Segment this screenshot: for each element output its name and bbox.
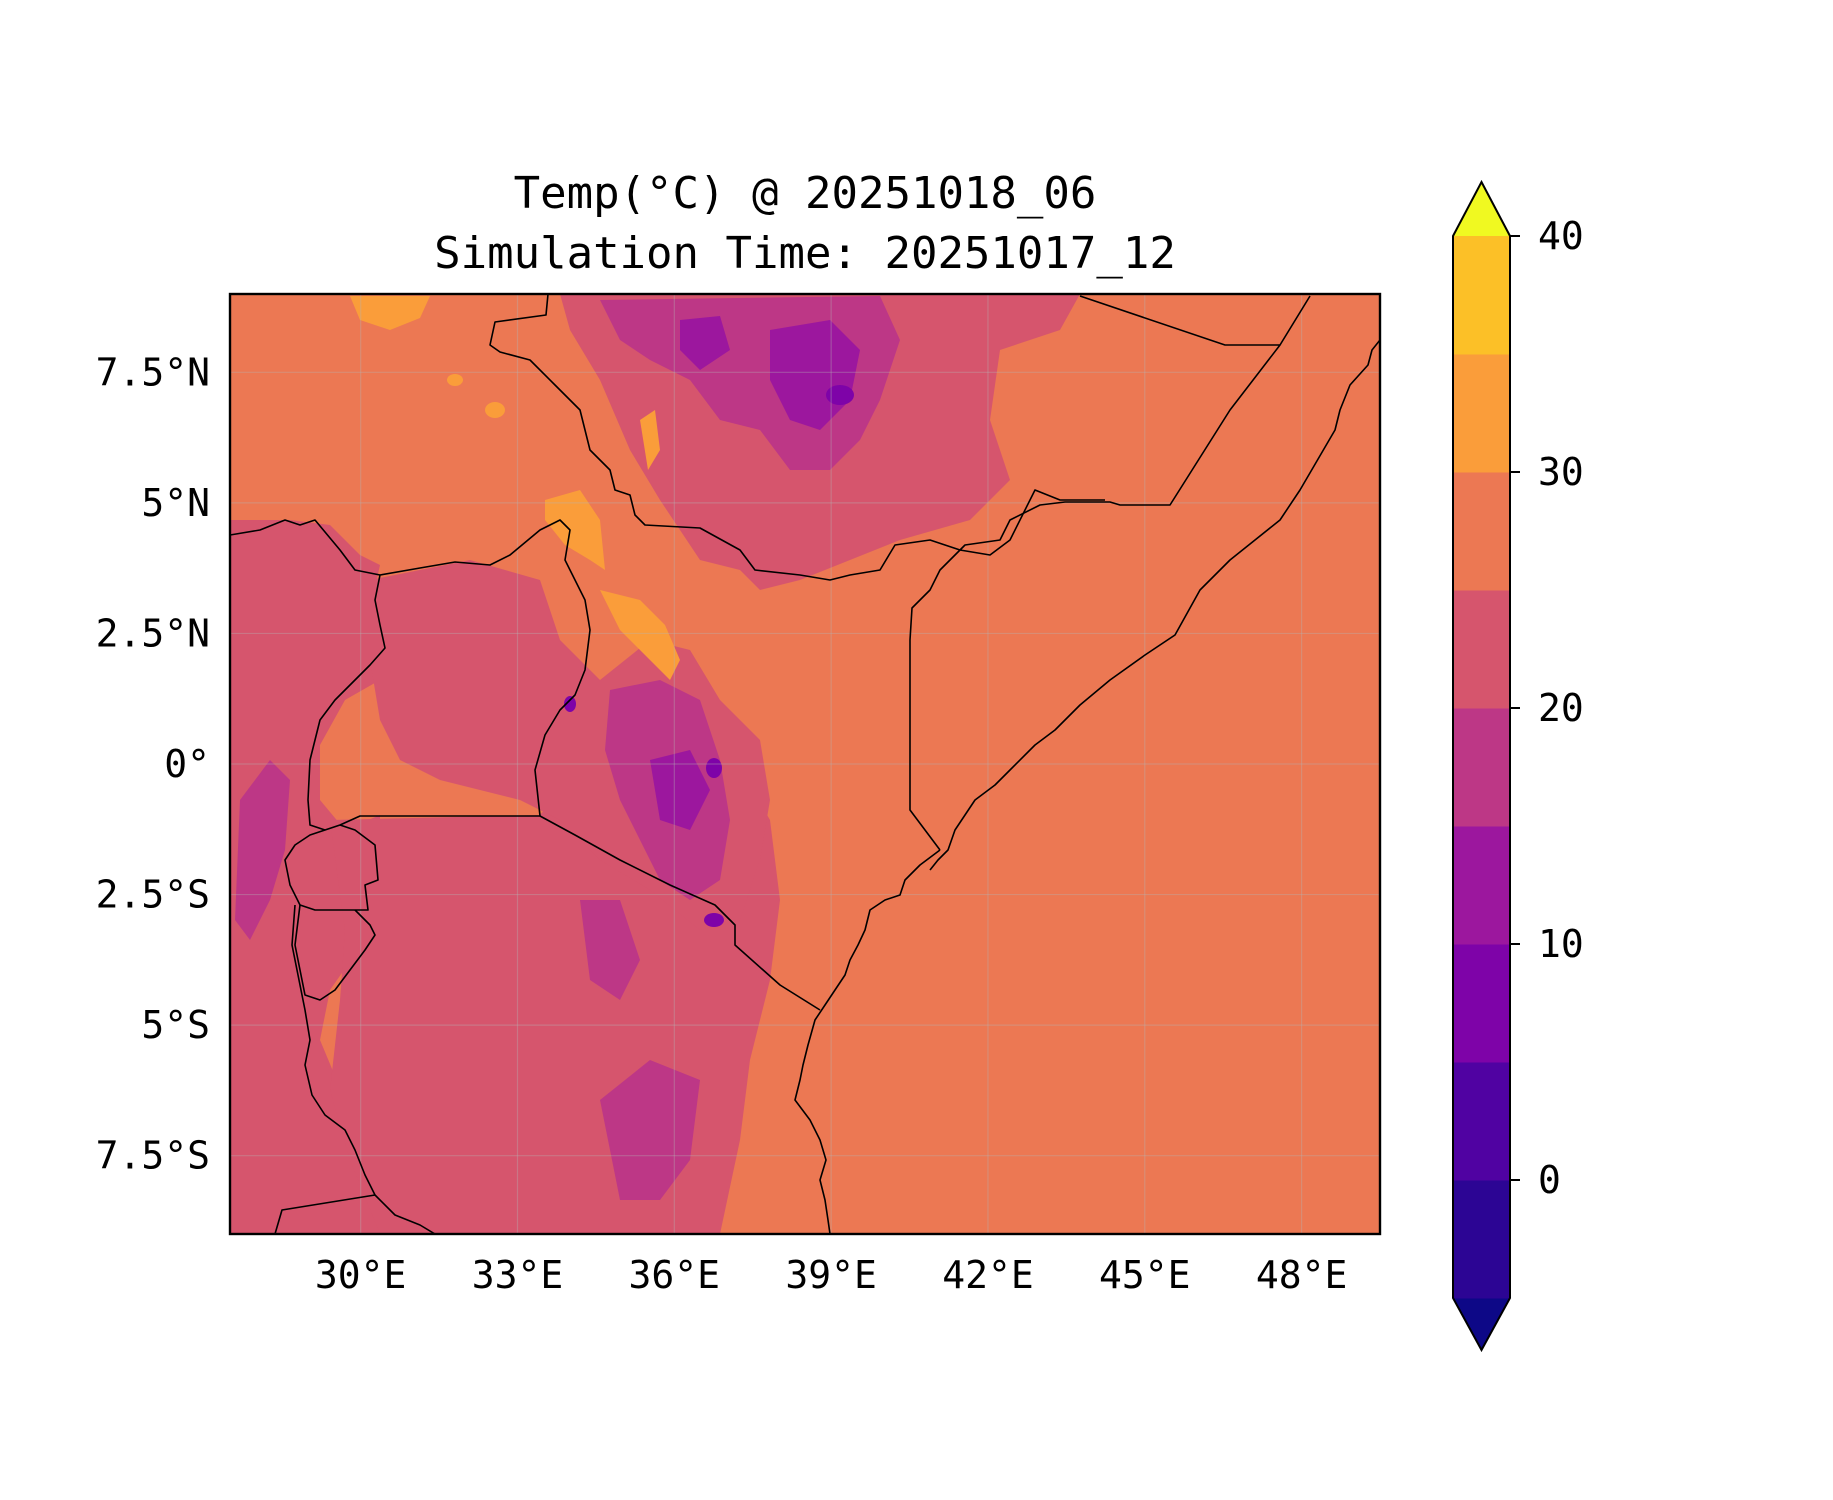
title-line-1: Temp(°C) @ 20251018_06: [513, 168, 1097, 219]
colorbar-segment: [1453, 590, 1510, 709]
x-tick-label: 48°E: [1256, 1253, 1348, 1297]
border-rwanda-burundi: [284, 824, 379, 911]
gridlines: [230, 294, 1380, 1234]
field-band-30-35: [447, 374, 463, 386]
field-band-30-35: [640, 410, 660, 470]
colorbar-segment: [1453, 944, 1510, 1063]
colorbar-tick-label: 30: [1538, 450, 1584, 494]
map-plot-area: [230, 294, 1380, 1234]
x-tick-label: 36°E: [629, 1253, 721, 1297]
border-drc-south-sudan: [230, 519, 381, 576]
border-south-sudan-ethiopia: [489, 294, 1105, 581]
title-line-2: Simulation Time: 20251017_12: [434, 228, 1176, 279]
colorbar-segment: [1453, 354, 1510, 473]
x-tick-label: 42°E: [942, 1253, 1034, 1297]
border-ethiopia-somalia: [959, 344, 1281, 551]
colorbar-segment: [1453, 708, 1510, 827]
field-band-5-10: [706, 758, 722, 778]
field-band-15-20: [580, 900, 640, 1000]
colorbar-segment: [1453, 826, 1510, 945]
y-tick-label: 5°S: [141, 1003, 210, 1047]
coastline-somalia: [929, 339, 1380, 871]
colorbar-tick-label: 20: [1538, 686, 1584, 730]
border-lake-tanganyika: [291, 904, 436, 1234]
field-band-5-10: [564, 696, 576, 712]
field-band-20-25: [230, 520, 400, 1234]
y-tick-label: 0°: [164, 742, 210, 786]
colorbar-tick-label: 0: [1538, 1158, 1561, 1202]
colorbar-segment: [1453, 1062, 1510, 1181]
y-tick-label: 7.5°N: [96, 350, 210, 394]
colorbar-extend-max: [1453, 182, 1510, 236]
y-tick-label: 2.5°S: [96, 873, 210, 917]
field-band-30-35: [485, 402, 505, 418]
field-band-5-10: [704, 913, 724, 927]
border-kenya-somalia: [909, 549, 961, 851]
x-tick-label: 30°E: [315, 1253, 407, 1297]
colorbar-segment: [1453, 472, 1510, 591]
colorbar: 0 10 20 30 40: [1452, 179, 1584, 1353]
colorbar-tick-label: 10: [1538, 922, 1584, 966]
field-band-15-20: [600, 1060, 700, 1200]
field-band-30-35: [350, 296, 430, 330]
field-band-10-15: [680, 316, 730, 370]
field-band-30-35: [600, 590, 680, 680]
y-tick-label: 2.5°N: [96, 611, 210, 655]
border-burundi-tanzania: [294, 904, 376, 1001]
field-band-5-10: [826, 385, 854, 405]
field-band-10-15: [650, 750, 710, 830]
map-frame: [228, 292, 1382, 1236]
coastline-east-africa: [794, 849, 941, 1234]
y-tick-labels: 7.5°N 5°N 2.5°N 0° 2.5°S 5°S 7.5°S: [96, 350, 210, 1177]
x-tick-label: 45°E: [1099, 1253, 1191, 1297]
colorbar-tick-label: 40: [1538, 214, 1584, 258]
x-tick-labels: 30°E 33°E 36°E 39°E 42°E 45°E 48°E: [315, 1253, 1347, 1297]
border-zambia: [274, 1194, 376, 1234]
y-tick-label: 5°N: [141, 481, 210, 525]
field-band-30-35: [545, 490, 605, 570]
colorbar-segment: [1453, 1180, 1510, 1299]
border-kenya-tanzania: [539, 815, 821, 1011]
field-band-15-20: [235, 760, 290, 940]
border-north-somalia: [1079, 295, 1311, 346]
colorbar-segment: [1453, 236, 1510, 355]
x-tick-label: 33°E: [472, 1253, 564, 1297]
country-boundaries: [230, 294, 1380, 1234]
x-tick-label: 39°E: [785, 1253, 877, 1297]
border-uganda: [307, 519, 591, 831]
colorbar-extend-min: [1453, 1298, 1510, 1350]
y-tick-label: 7.5°S: [96, 1134, 210, 1178]
